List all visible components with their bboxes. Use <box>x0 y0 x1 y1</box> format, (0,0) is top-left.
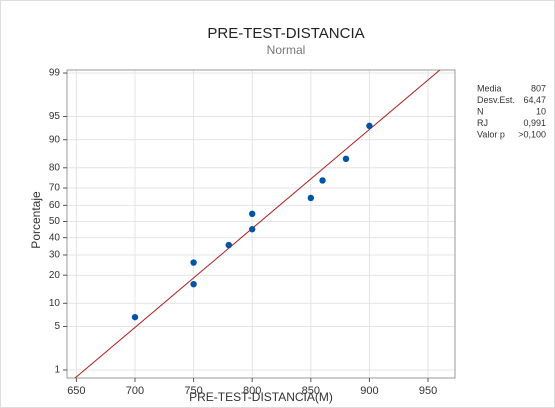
y-tick-label: 50 <box>49 216 61 227</box>
x-tick-label: 700 <box>126 385 144 397</box>
stat-name: RJ <box>477 118 488 128</box>
chart-title: PRE-TEST-DISTANCIA <box>207 25 364 42</box>
data-point <box>190 280 197 288</box>
y-tick-label: 30 <box>49 250 61 261</box>
x-tick-label: 850 <box>302 385 320 397</box>
y-axis-label: Porcentaje <box>29 191 43 249</box>
stat-name: Desv.Est. <box>477 95 515 105</box>
x-tick-label: 750 <box>184 385 202 397</box>
stat-name: Media <box>477 83 502 93</box>
stat-value: 64,47 <box>523 95 546 105</box>
fit-line <box>74 70 441 378</box>
stat-value: 0,991 <box>523 118 546 128</box>
stat-name: Valor p <box>477 129 505 139</box>
y-tick-label: 90 <box>49 134 61 145</box>
data-point <box>319 177 326 184</box>
y-tick-label: 10 <box>49 298 61 309</box>
data-point <box>225 241 232 249</box>
x-tick-label: 650 <box>67 385 85 397</box>
x-tick-label: 900 <box>360 385 378 397</box>
stat-value: >0,100 <box>518 129 546 139</box>
x-tick-label: 950 <box>419 385 437 397</box>
x-axis-label: PRE-TEST-DISTANCIA(M) <box>189 390 333 404</box>
y-tick-label: 1 <box>54 365 60 376</box>
data-point <box>190 259 197 266</box>
y-tick-label: 5 <box>54 321 60 332</box>
plot-frame <box>66 69 456 379</box>
data-point <box>307 194 315 202</box>
y-tick-label: 60 <box>49 200 61 211</box>
y-tick-label: 80 <box>49 162 61 173</box>
data-point <box>131 313 139 321</box>
x-tick-label: 800 <box>243 385 261 397</box>
stat-name: N <box>477 106 484 116</box>
stat-value: 807 <box>531 83 546 93</box>
y-tick-label: 95 <box>49 111 61 122</box>
y-tick-label: 70 <box>49 183 61 194</box>
data-point <box>249 226 256 233</box>
chart-subtitle: Normal <box>267 43 306 57</box>
y-tick-label: 20 <box>49 270 61 281</box>
data-point <box>249 210 256 218</box>
y-tick-label: 40 <box>49 232 61 243</box>
stat-value: 10 <box>536 106 546 116</box>
data-point <box>342 155 350 163</box>
data-point <box>366 122 373 130</box>
y-tick-label: 99 <box>49 68 61 79</box>
